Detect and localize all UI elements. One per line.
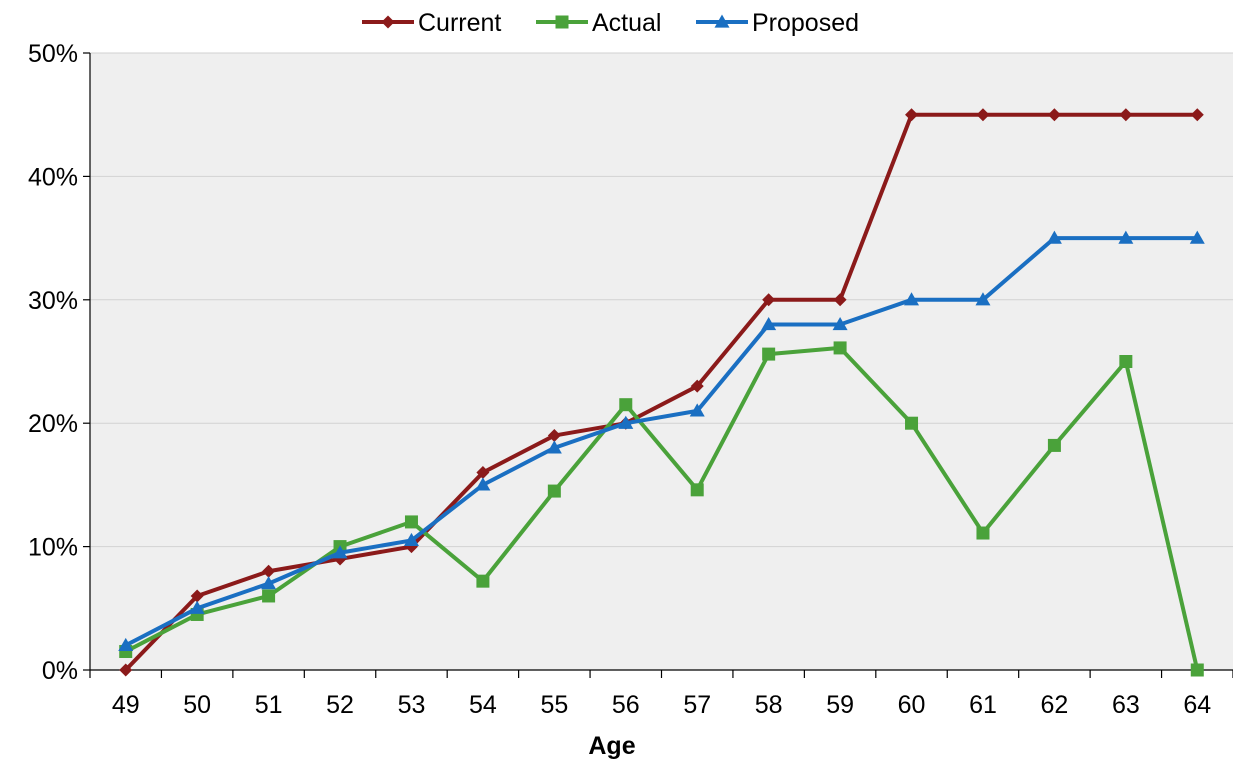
data-point-proposed <box>832 316 848 331</box>
data-point-current <box>905 108 919 122</box>
x-tick-label: 49 <box>112 691 140 719</box>
x-tick-label: 58 <box>755 691 783 719</box>
data-point-actual <box>833 341 847 355</box>
x-axis-ticks: 49 50 51 52 53 54 55 56 57 58 59 60 61 62 63 64 <box>89 670 1233 719</box>
series-line-proposed <box>124 236 1198 648</box>
data-point-current <box>1047 108 1061 122</box>
data-point-actual <box>905 416 919 430</box>
x-tick-label: 52 <box>326 691 354 719</box>
x-tick-label: 61 <box>969 691 997 719</box>
data-point-proposed <box>761 316 777 331</box>
data-point-actual <box>1190 663 1204 677</box>
legend-marker-actual <box>555 15 569 29</box>
plot-area <box>90 53 1233 670</box>
y-axis-ticks: 0% 10% 20% 30% 40% 50% <box>28 40 90 685</box>
y-tick-label: 0% <box>42 657 78 685</box>
data-point-proposed <box>1046 230 1062 244</box>
legend-marker-proposed <box>714 14 730 28</box>
data-point-proposed <box>475 477 491 491</box>
x-tick-label: 56 <box>612 691 640 719</box>
series-layer <box>118 108 1205 677</box>
data-point-current <box>1119 108 1133 122</box>
data-point-actual <box>404 515 418 529</box>
y-tick-label: 10% <box>28 534 78 562</box>
data-point-actual <box>476 574 490 588</box>
x-tick-label: 63 <box>1112 691 1140 719</box>
x-tick-label: 53 <box>398 691 426 719</box>
series-line-actual <box>124 345 1200 671</box>
series-line-current <box>124 112 1198 672</box>
data-point-proposed <box>975 292 991 306</box>
data-point-proposed <box>546 440 562 454</box>
gridlines <box>90 52 1233 548</box>
x-tick-label: 60 <box>898 691 926 719</box>
data-point-actual <box>762 347 776 361</box>
data-point-current <box>119 663 133 677</box>
data-point-actual <box>690 483 704 497</box>
data-point-current <box>833 293 847 307</box>
data-point-proposed <box>689 403 705 417</box>
y-tick-label: 30% <box>28 287 78 315</box>
data-point-actual <box>1119 355 1133 368</box>
legend-marker-current <box>381 15 395 29</box>
legend-item-current: Current <box>362 9 501 37</box>
data-point-proposed <box>261 576 277 590</box>
data-point-current <box>762 293 776 307</box>
x-tick-label: 64 <box>1183 691 1211 719</box>
series-current <box>119 108 1204 677</box>
data-point-actual <box>262 589 276 603</box>
x-axis-title: Age <box>588 732 635 760</box>
legend: Current Actual Proposed <box>362 9 859 37</box>
data-point-proposed <box>403 532 419 547</box>
data-point-actual <box>619 398 633 412</box>
data-point-proposed <box>332 545 348 559</box>
data-point-current <box>690 379 704 393</box>
legend-label-current: Current <box>418 9 501 37</box>
data-point-current <box>1190 108 1204 122</box>
legend-item-actual: Actual <box>536 9 661 37</box>
x-tick-label: 62 <box>1041 691 1069 719</box>
series-proposed <box>118 230 1205 651</box>
data-point-proposed <box>904 292 920 306</box>
y-tick-label: 20% <box>28 410 78 438</box>
x-tick-label: 54 <box>469 691 497 719</box>
x-tick-label: 57 <box>683 691 711 719</box>
legend-label-proposed: Proposed <box>752 9 859 37</box>
x-tick-label: 50 <box>183 691 211 719</box>
legend-item-proposed: Proposed <box>696 9 859 37</box>
data-point-actual <box>547 484 561 498</box>
data-point-current <box>976 108 990 122</box>
data-point-current <box>262 564 276 578</box>
data-point-proposed <box>189 600 205 614</box>
legend-label-actual: Actual <box>592 9 661 37</box>
y-tick-label: 40% <box>28 163 78 191</box>
y-tick-label: 50% <box>28 40 78 68</box>
data-point-proposed <box>1118 230 1134 244</box>
data-point-proposed <box>618 415 634 429</box>
data-point-proposed <box>1189 230 1205 244</box>
data-point-current <box>547 429 561 443</box>
data-point-current <box>476 466 490 480</box>
data-point-actual <box>976 526 990 540</box>
data-point-actual <box>1047 438 1061 452</box>
data-point-current <box>190 589 204 603</box>
data-point-proposed <box>118 637 134 651</box>
x-tick-label: 55 <box>540 691 568 719</box>
x-tick-label: 51 <box>255 691 283 719</box>
x-tick-label: 59 <box>826 691 854 719</box>
